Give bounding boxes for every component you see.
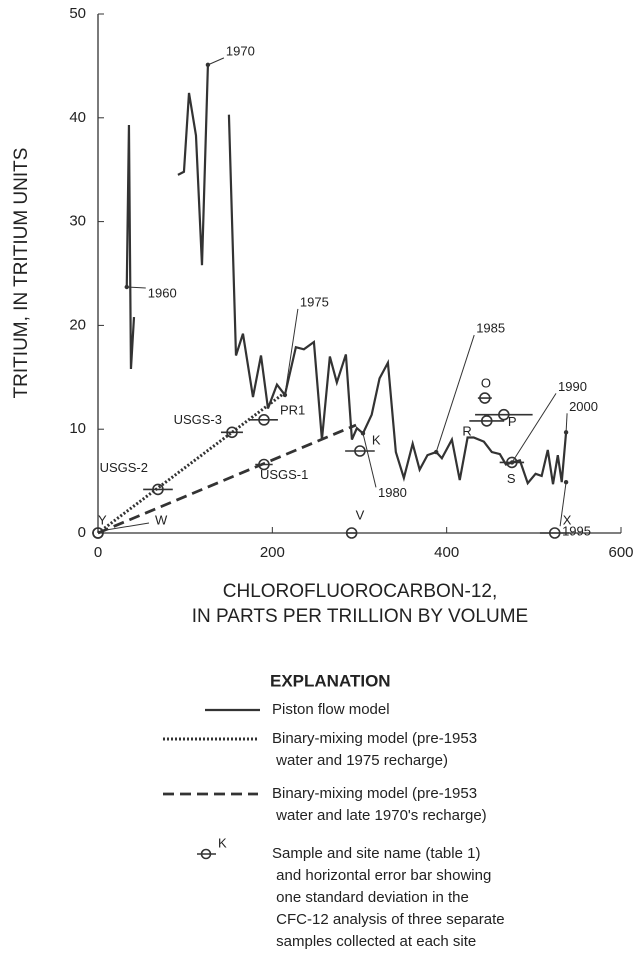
annotation-label: 2000 [569, 399, 598, 414]
annotation-point [360, 431, 366, 436]
sample-label: USGS-2 [100, 460, 148, 475]
sample-label: V [356, 507, 365, 522]
legend-label: one standard deviation in the [272, 889, 469, 906]
sample-label: O [481, 375, 491, 390]
annotation-point [563, 430, 569, 435]
x-tick-label: 0 [94, 544, 102, 561]
sample-leader [99, 522, 150, 532]
annotation-leader [362, 433, 377, 488]
annotation-point [282, 392, 288, 398]
x-tick-label: 200 [260, 544, 285, 561]
series-line [125, 64, 568, 486]
y-tick-label: 20 [69, 316, 86, 333]
legend-label: and horizontal error bar showing [272, 867, 491, 884]
x-tick-label: 400 [434, 544, 459, 561]
annotation-leader [511, 393, 557, 463]
sample-point [498, 408, 510, 421]
legend-sample-label: K [218, 835, 227, 850]
sample-point [548, 527, 561, 539]
annotation-label: 1995 [562, 524, 591, 539]
sample-point [354, 445, 366, 457]
y-tick-label: 40 [69, 109, 86, 126]
y-tick-label: 30 [69, 213, 86, 230]
annotation-point [563, 479, 569, 485]
sample-point [479, 392, 491, 404]
legend-label: Binary-mixing model (pre-1953 [272, 785, 477, 802]
legend-label: Sample and site name (table 1) [272, 845, 480, 862]
annotation-leader [559, 482, 567, 527]
annotation-label: 1960 [148, 285, 177, 300]
sample-point [92, 527, 104, 539]
x-axis-label: CHLOROFLUOROCARBON-12, [223, 581, 498, 602]
annotation-point [124, 284, 129, 290]
annotation-leader [565, 413, 568, 433]
annotation-leader [435, 334, 475, 453]
annotation-label: 1980 [378, 485, 407, 500]
sample-point [480, 415, 493, 427]
legend-label: samples collected at each site [272, 933, 476, 950]
legend-label: CFC-12 analysis of three separate [272, 911, 505, 928]
legend-label: Binary-mixing model (pre-1953 [272, 730, 477, 747]
annotation-point [205, 62, 211, 68]
annotation-point [434, 449, 439, 455]
sample-label: P [508, 414, 517, 429]
annotation-label: 1990 [558, 379, 587, 394]
sample-point [506, 456, 518, 469]
sample-label: USGS-3 [174, 412, 222, 427]
legend-title: EXPLANATION [270, 671, 391, 690]
sample-label: S [507, 471, 516, 486]
sample-label: PR1 [280, 402, 305, 417]
annotation-leader [284, 308, 299, 396]
sample-point [258, 414, 270, 426]
sample-point [152, 483, 164, 496]
series-line [97, 423, 357, 535]
annotation-leader [126, 286, 146, 289]
legend-label: water and late 1970's recharge) [272, 807, 487, 824]
annotation-label: 1975 [300, 294, 329, 309]
sample-label: R [462, 423, 471, 438]
legend-label: Piston flow model [272, 701, 390, 718]
y-tick-label: 50 [69, 5, 86, 22]
sample-point [258, 458, 270, 471]
y-tick-label: 10 [69, 420, 86, 437]
y-tick-label: 0 [78, 524, 86, 541]
legend-swatch [200, 848, 212, 860]
annotation-label: 1985 [476, 320, 505, 335]
sample-label: USGS-1 [260, 467, 308, 482]
sample-label: Y [98, 512, 107, 527]
annotation-leader [207, 57, 225, 66]
sample-label: W [155, 512, 168, 527]
x-axis-label: IN PARTS PER TRILLION BY VOLUME [192, 606, 528, 627]
sample-label: X [563, 512, 572, 527]
y-axis-label: TRITIUM, IN TRITIUM UNITS [11, 148, 32, 399]
legend-label: water and 1975 recharge) [272, 752, 448, 769]
sample-point [345, 527, 358, 539]
sample-label: K [372, 432, 381, 447]
annotation-label: 1970 [226, 43, 255, 58]
series-line [97, 391, 286, 535]
sample-point [226, 426, 238, 439]
x-tick-label: 600 [608, 544, 633, 561]
